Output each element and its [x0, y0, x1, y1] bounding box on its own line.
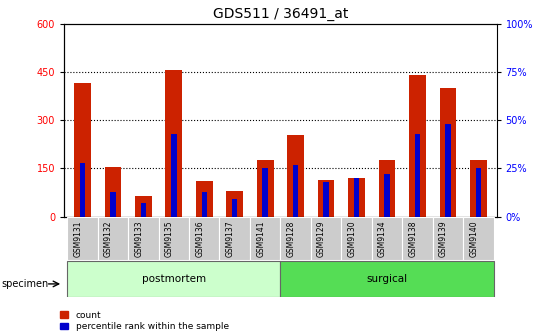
Text: GSM9128: GSM9128: [287, 220, 296, 257]
Text: GSM9131: GSM9131: [74, 220, 83, 257]
Bar: [409, 75, 426, 217]
Text: GSM9133: GSM9133: [134, 220, 143, 257]
Text: GSM9129: GSM9129: [317, 220, 326, 257]
Legend: count, percentile rank within the sample: count, percentile rank within the sample: [60, 311, 229, 332]
Bar: [440, 88, 456, 217]
Title: GDS511 / 36491_at: GDS511 / 36491_at: [213, 7, 348, 21]
Bar: [98, 217, 128, 260]
Bar: [104, 167, 121, 217]
Bar: [135, 196, 152, 217]
Bar: [257, 160, 273, 217]
Bar: [141, 203, 146, 217]
Text: GSM9140: GSM9140: [469, 220, 478, 257]
Text: GSM9139: GSM9139: [439, 220, 448, 257]
Text: GSM9134: GSM9134: [378, 220, 387, 257]
Bar: [110, 192, 116, 217]
Bar: [171, 134, 176, 217]
Bar: [219, 217, 250, 260]
Bar: [372, 217, 402, 260]
Bar: [379, 160, 396, 217]
Bar: [227, 191, 243, 217]
Bar: [384, 174, 389, 217]
Bar: [293, 165, 299, 217]
Bar: [475, 168, 481, 217]
Bar: [311, 217, 341, 260]
Text: specimen: specimen: [2, 279, 49, 289]
Bar: [262, 168, 268, 217]
Text: surgical: surgical: [367, 274, 407, 284]
Text: GSM9135: GSM9135: [165, 220, 174, 257]
Bar: [415, 134, 420, 217]
Bar: [165, 70, 182, 217]
Bar: [354, 178, 359, 217]
Bar: [196, 181, 213, 217]
Bar: [128, 217, 158, 260]
Bar: [318, 180, 334, 217]
Text: GSM9136: GSM9136: [195, 220, 204, 257]
Bar: [348, 178, 365, 217]
Bar: [445, 124, 451, 217]
Bar: [189, 217, 219, 260]
Bar: [80, 163, 85, 217]
Bar: [280, 217, 311, 260]
Bar: [280, 261, 494, 297]
Bar: [323, 182, 329, 217]
Bar: [463, 217, 494, 260]
Bar: [341, 217, 372, 260]
Bar: [470, 160, 487, 217]
Bar: [74, 83, 91, 217]
Bar: [432, 217, 463, 260]
Bar: [250, 217, 281, 260]
Bar: [67, 217, 98, 260]
Text: postmortem: postmortem: [142, 274, 206, 284]
Bar: [287, 135, 304, 217]
Text: GSM9141: GSM9141: [256, 220, 265, 257]
Bar: [67, 261, 280, 297]
Bar: [201, 192, 207, 217]
Bar: [402, 217, 432, 260]
Text: GSM9130: GSM9130: [348, 220, 357, 257]
Bar: [158, 217, 189, 260]
Text: GSM9132: GSM9132: [104, 220, 113, 257]
Text: GSM9137: GSM9137: [226, 220, 235, 257]
Text: GSM9138: GSM9138: [408, 220, 417, 257]
Bar: [232, 199, 238, 217]
